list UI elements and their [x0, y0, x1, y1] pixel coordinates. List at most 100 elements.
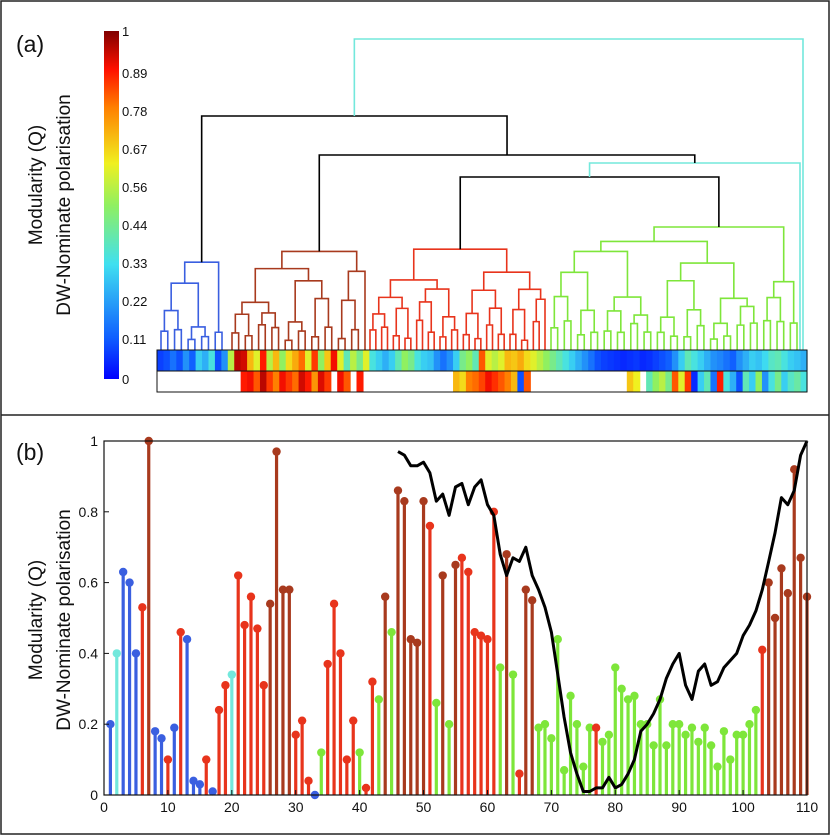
- stem-marker: [604, 730, 614, 740]
- dendrogram-link: [369, 329, 377, 350]
- y-tick-label: 0.8: [79, 504, 99, 520]
- strip-cell: [665, 371, 673, 392]
- stem-marker: [668, 720, 677, 729]
- dendrogram-link: [509, 333, 517, 350]
- dendrogram-link: [418, 301, 433, 333]
- strip-cell: [414, 350, 422, 371]
- polarisation-strip: [240, 371, 808, 392]
- strip-cell: [266, 371, 274, 392]
- strip-cell: [472, 371, 480, 392]
- dendrogram-link: [257, 324, 267, 350]
- strip-cell: [781, 350, 789, 371]
- strip-cell: [247, 371, 255, 392]
- x-tick-label: 90: [671, 799, 687, 815]
- strip-cell: [646, 371, 654, 392]
- stem-marker: [457, 553, 467, 563]
- strip-cell: [485, 350, 493, 371]
- stem-marker: [476, 631, 486, 640]
- strip-cell: [646, 350, 654, 371]
- panel-a: (a) Modularity (Q) DW-Nominate polarisat…: [16, 24, 808, 393]
- stem-marker: [265, 599, 275, 609]
- dendrogram-link: [271, 326, 280, 350]
- strip-cell: [440, 350, 448, 371]
- strip-cell: [523, 350, 531, 371]
- strip-cell: [311, 371, 319, 392]
- stem-marker: [777, 564, 786, 573]
- stem-marker: [738, 730, 748, 740]
- strip-cell: [755, 350, 763, 371]
- x-tick-label: 40: [352, 799, 368, 815]
- strip-cell: [350, 350, 358, 371]
- strip-cell: [774, 350, 782, 371]
- strip-cell: [253, 350, 261, 371]
- colorbar-tick: 0: [122, 372, 129, 387]
- stem-marker: [189, 776, 198, 786]
- strip-cell: [517, 371, 525, 392]
- dendrogram-link: [550, 326, 559, 350]
- dendrogram-link: [310, 336, 320, 350]
- strip-cell: [343, 371, 351, 392]
- strip-cell: [446, 350, 454, 371]
- dendrogram: [160, 38, 804, 350]
- dendrogram-link: [474, 337, 482, 350]
- stem-marker: [617, 684, 626, 693]
- stem-marker: [719, 727, 729, 736]
- stem-marker: [419, 496, 428, 506]
- strip-cell: [768, 371, 776, 392]
- dendrogram-link: [719, 297, 748, 324]
- stem-marker: [521, 585, 530, 594]
- stem-marker: [470, 627, 479, 637]
- stem-marker: [700, 723, 709, 732]
- x-tick-label: 110: [796, 799, 819, 815]
- stem-marker: [726, 755, 735, 764]
- strip-cell: [704, 371, 712, 392]
- stem-marker: [553, 635, 562, 644]
- strip-cell: [716, 350, 724, 371]
- stem-marker: [157, 734, 166, 743]
- strip-cell: [704, 350, 712, 371]
- strip-cell: [382, 350, 390, 371]
- stem-marker: [412, 638, 422, 647]
- stem-marker: [112, 649, 121, 658]
- strip-cell: [729, 350, 737, 371]
- strip-cell: [736, 350, 744, 371]
- dendrogram-link: [669, 335, 679, 350]
- stem-marker: [674, 720, 684, 729]
- stem-marker: [502, 550, 511, 559]
- dendrogram-link: [462, 333, 470, 350]
- strip-cell: [227, 350, 235, 371]
- dendrogram-link: [643, 331, 652, 350]
- dendrogram-link: [666, 279, 695, 318]
- stem-marker: [214, 705, 224, 715]
- stem-marker: [732, 730, 741, 740]
- strip-cell: [671, 371, 679, 392]
- y-tick-label: 0.6: [79, 575, 99, 591]
- stem-marker: [559, 766, 569, 775]
- stem-marker: [783, 589, 793, 598]
- dendrogram-link: [656, 331, 665, 350]
- strip-cell: [523, 371, 531, 392]
- dendrogram-link: [392, 335, 400, 350]
- strip-cell: [221, 350, 229, 371]
- strip-cell: [504, 350, 512, 371]
- dendrogram-link: [183, 261, 220, 333]
- strip-cell: [337, 371, 345, 392]
- stem-marker: [342, 755, 352, 764]
- dendrogram-link: [629, 322, 639, 350]
- panel-b: (b) Modularity (Q) DW-Nominate polarisat…: [16, 433, 818, 815]
- x-tick-label: 50: [416, 799, 432, 815]
- strip-cell: [298, 350, 306, 371]
- stem-marker: [323, 659, 332, 669]
- dendrogram-link: [560, 271, 589, 311]
- strip-cell: [214, 350, 222, 371]
- strip-cell: [202, 350, 210, 371]
- strip-cell: [356, 371, 364, 392]
- x-tick-label: 0: [100, 799, 108, 815]
- x-axis-ticks: 0 10 20 30 40 50 60 70 80 90 100 110: [100, 790, 818, 815]
- stem-marker: [118, 567, 128, 577]
- colorbar-tick: 0.67: [122, 142, 147, 157]
- panel-a-ylabel-line1: Modularity (Q): [26, 125, 47, 245]
- stem-marker: [368, 677, 377, 686]
- stem-marker: [598, 737, 607, 747]
- strip-cell: [395, 350, 403, 371]
